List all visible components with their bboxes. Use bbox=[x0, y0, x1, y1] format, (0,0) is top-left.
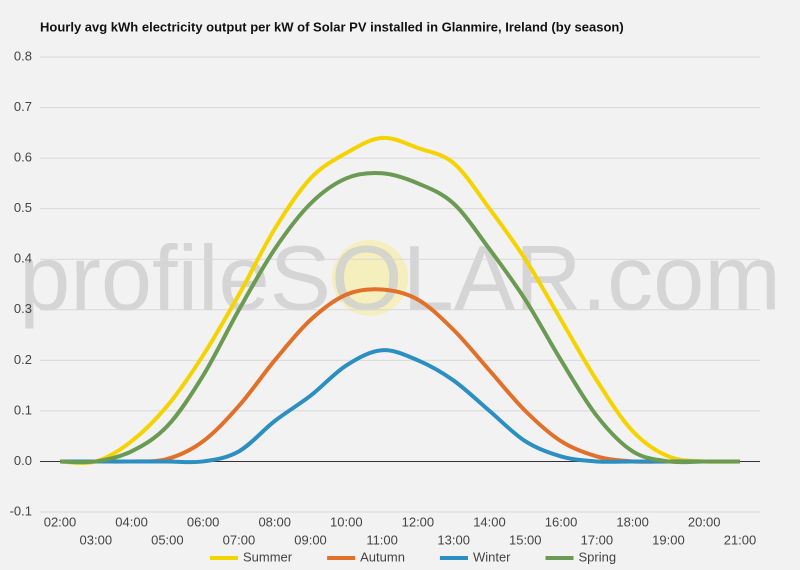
x-tick-label: 16:00 bbox=[545, 514, 578, 529]
x-tick-label: 15:00 bbox=[509, 532, 542, 547]
x-tick-label: 11:00 bbox=[366, 532, 398, 547]
x-tick-label: 21:00 bbox=[724, 532, 757, 547]
chart-title: Hourly avg kWh electricity output per kW… bbox=[40, 19, 624, 34]
x-tick-label: 10:00 bbox=[330, 514, 363, 529]
series-line bbox=[59, 171, 740, 465]
legend-label: Summer bbox=[243, 549, 293, 564]
x-tick-label: 04:00 bbox=[115, 514, 148, 529]
x-tick-label: 07:00 bbox=[223, 532, 256, 547]
x-tick-label: 18:00 bbox=[616, 514, 649, 529]
x-tick-label: 05:00 bbox=[151, 532, 184, 547]
y-tick-label: -0.1 bbox=[10, 503, 32, 518]
series-line bbox=[59, 135, 741, 465]
x-tick-label: 08:00 bbox=[258, 514, 291, 529]
y-tick-label: 0.5 bbox=[14, 200, 32, 215]
y-tick-label: 0.6 bbox=[14, 150, 32, 165]
y-tick-label: 0.7 bbox=[14, 99, 32, 114]
y-tick-label: 0.8 bbox=[14, 48, 32, 63]
y-tick-label: 0.3 bbox=[14, 301, 32, 316]
x-tick-label: 06:00 bbox=[187, 514, 220, 529]
series-line bbox=[60, 348, 740, 465]
x-tick-label: 19:00 bbox=[652, 532, 685, 547]
legend-label: Spring bbox=[579, 549, 617, 564]
x-tick-label: 03:00 bbox=[80, 532, 113, 547]
legend-label: Winter bbox=[473, 549, 511, 564]
x-tick-label: 14:00 bbox=[473, 514, 506, 529]
x-tick-label: 13:00 bbox=[437, 532, 470, 547]
x-tick-label: 02:00 bbox=[44, 514, 77, 529]
x-tick-label: 20:00 bbox=[688, 514, 721, 529]
legend-label: Autumn bbox=[360, 549, 405, 564]
y-tick-label: 0.0 bbox=[14, 453, 32, 468]
x-tick-label: 12:00 bbox=[402, 514, 435, 529]
x-tick-label: 17:00 bbox=[581, 532, 614, 547]
y-tick-label: 0.1 bbox=[14, 402, 32, 417]
y-tick-label: 0.4 bbox=[14, 251, 32, 266]
watermark: profileSOLAR.com bbox=[19, 227, 781, 329]
y-tick-label: 0.2 bbox=[14, 352, 32, 367]
x-tick-label: 09:00 bbox=[294, 532, 327, 547]
